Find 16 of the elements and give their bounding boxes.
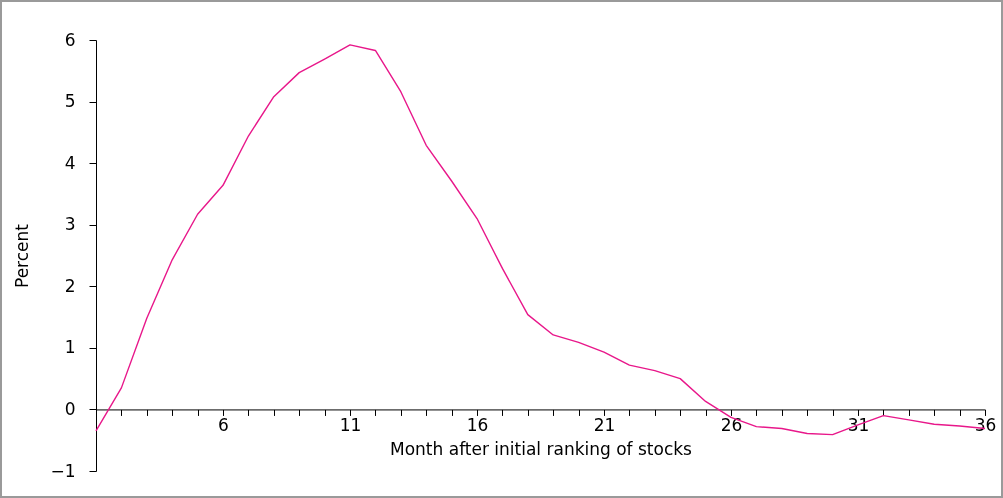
y-tick-label: 6 (64, 29, 76, 50)
x-tick-label: 26 (720, 414, 743, 435)
y-tick-label: 5 (64, 91, 76, 112)
x-tick-label: 36 (974, 414, 997, 435)
y-tick-label: 4 (64, 152, 76, 173)
x-tick-label: 6 (218, 414, 229, 435)
y-axis-title: Percent (12, 223, 33, 288)
x-axis-title: Month after initial ranking of stocks (390, 438, 693, 459)
x-tick-label: 16 (466, 414, 489, 435)
y-tick-label: −1 (50, 460, 76, 481)
y-tick-label: 1 (64, 337, 76, 358)
x-tick-label: 11 (339, 414, 362, 435)
y-tick-label: 2 (64, 275, 76, 296)
y-tick-label: 3 (64, 214, 76, 235)
y-tick-label: 0 (64, 398, 76, 419)
x-tick-label: 21 (593, 414, 616, 435)
